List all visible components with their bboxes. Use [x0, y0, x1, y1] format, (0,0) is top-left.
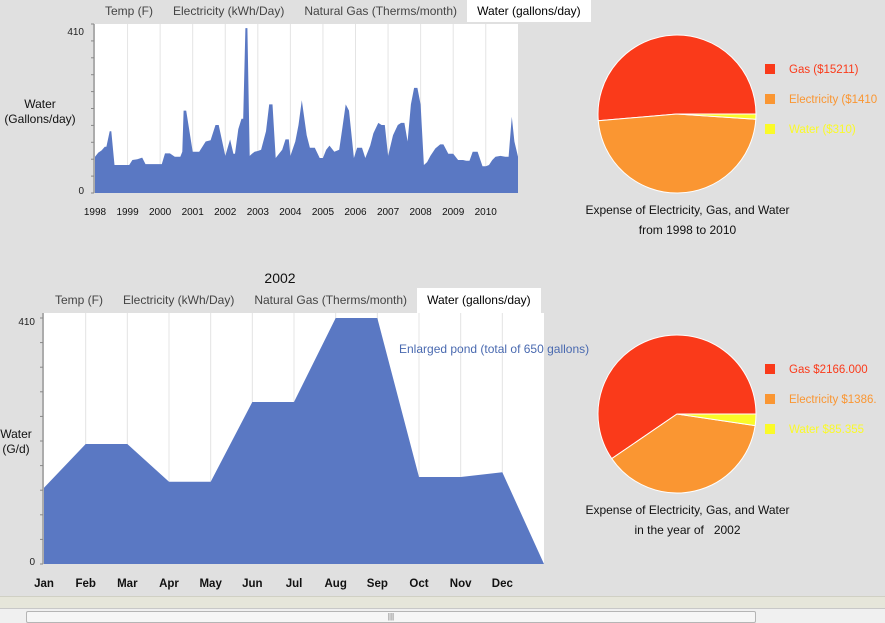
y-tick-label-max: 410 — [18, 317, 35, 328]
x-tick-label: 2003 — [247, 207, 270, 218]
x-tick-label: 2002 — [214, 207, 237, 218]
gas-swatch — [765, 64, 775, 74]
pie-slice-water — [676, 113, 757, 120]
x-tick-label: 2007 — [377, 207, 400, 218]
pie-slice-electricity — [597, 113, 757, 194]
x-tick-label: Nov — [450, 578, 472, 590]
x-tick-label: Apr — [159, 578, 179, 590]
bottom-tab-bar: Temp (F) Electricity (kWh/Day) Natural G… — [45, 288, 541, 313]
y-tick-label-max: 410 — [67, 27, 84, 38]
top-legend-electricity-label: Electricity ($1410 — [789, 94, 878, 106]
bottom-area-chart: 410 0 Jan Feb Mar Apr May Jun Jul Aug Sep Oct Nov Dec — [18, 313, 544, 590]
bottom-legend-gas: Gas $2166.000 — [765, 362, 885, 378]
top-tab-bar: Temp (F) Electricity (kWh/Day) Natural G… — [95, 0, 591, 22]
chart-annotation: Enlarged pond (total of 650 gallons) — [399, 342, 590, 356]
tab-temp[interactable]: Temp (F) — [55, 293, 103, 307]
x-tick-label: 2008 — [410, 207, 433, 218]
top-chart-ylabel: Water (Gallons/day) — [0, 97, 80, 127]
x-tick-label: Aug — [324, 578, 346, 590]
top-pie-legend: Gas ($15211) Electricity ($1410 Water ($… — [765, 62, 885, 142]
x-tick-label: Jul — [286, 578, 303, 590]
horizontal-scrollbar[interactable]: ||| — [0, 608, 885, 623]
tab-natural-gas[interactable]: Natural Gas (Therms/month) — [254, 293, 408, 307]
bottom-chart-title: 2002 — [264, 270, 296, 286]
pie-slice-gas — [597, 334, 757, 460]
bottom-legend-water-label: Water $85.355 — [789, 424, 865, 436]
status-bar — [0, 596, 885, 609]
water-swatch — [765, 424, 775, 434]
y-tick-label-min: 0 — [78, 186, 84, 197]
x-tick-label: 2006 — [344, 207, 367, 218]
x-tick-label: 2005 — [312, 207, 335, 218]
x-tick-label: 2009 — [442, 207, 465, 218]
bottom-chart-ylabel: Water (G/d) — [0, 427, 32, 457]
top-pie-caption-line2: from 1998 to 2010 — [638, 223, 737, 237]
x-tick-label: Sep — [367, 578, 388, 590]
tab-water[interactable]: Water (gallons/day) — [467, 0, 591, 22]
x-tick-label: May — [199, 578, 222, 590]
bottom-pie-caption: Expense of Electricity, Gas, and Water i… — [560, 500, 815, 540]
bottom-legend-electricity-label: Electricity $1386. — [789, 394, 877, 406]
scrollbar-grip-icon: ||| — [387, 612, 395, 621]
top-pie-caption-line1: Expense of Electricity, Gas, and Water — [585, 203, 790, 217]
pie-slice-water — [676, 413, 757, 427]
bottom-ylabel-line2: (G/d) — [2, 442, 30, 456]
x-tick-label: 2004 — [279, 207, 302, 218]
y-tick-label-min: 0 — [29, 557, 35, 568]
x-tick-label: Oct — [409, 578, 428, 590]
tab-natural-gas[interactable]: Natural Gas (Therms/month) — [304, 4, 458, 18]
pie-slice-gas — [597, 34, 757, 122]
x-tick-label: 1999 — [116, 207, 139, 218]
top-legend-gas: Gas ($15211) — [765, 62, 885, 78]
top-pie-caption: Expense of Electricity, Gas, and Water f… — [560, 200, 815, 240]
x-tick-label: Jun — [242, 578, 262, 590]
bottom-pie-caption-line2: in the year of 2002 — [634, 523, 741, 537]
tab-electricity[interactable]: Electricity (kWh/Day) — [173, 4, 285, 18]
x-tick-label: Dec — [492, 578, 514, 590]
top-pie-chart — [597, 34, 757, 194]
water-area-series — [95, 28, 518, 193]
gas-swatch — [765, 364, 775, 374]
top-legend-water-label: Water ($310) — [789, 124, 856, 136]
x-tick-label: Jan — [34, 578, 54, 590]
bottom-legend-water: Water $85.355 — [765, 422, 885, 438]
x-tick-label: 2000 — [149, 207, 172, 218]
x-tick-label: 1998 — [84, 207, 107, 218]
bottom-pie-caption-line1: Expense of Electricity, Gas, and Water — [585, 503, 790, 517]
top-legend-electricity: Electricity ($1410 — [765, 92, 885, 108]
water-area-series — [44, 318, 544, 564]
water-swatch — [765, 124, 775, 134]
bottom-pie-legend: Gas $2166.000 Electricity $1386. Water $… — [765, 362, 885, 442]
pie-slice-electricity — [611, 413, 756, 494]
bottom-legend-electricity: Electricity $1386. — [765, 392, 885, 408]
top-legend-water: Water ($310) — [765, 122, 885, 138]
x-tick-label: 2010 — [475, 207, 498, 218]
top-legend-gas-label: Gas ($15211) — [789, 64, 859, 76]
top-ylabel-line1: Water — [24, 97, 56, 111]
x-tick-label: 2001 — [182, 207, 205, 218]
tab-electricity[interactable]: Electricity (kWh/Day) — [123, 293, 235, 307]
x-tick-label: Feb — [75, 578, 95, 590]
electricity-swatch — [765, 394, 775, 404]
bottom-pie-chart — [597, 334, 757, 494]
electricity-swatch — [765, 94, 775, 104]
top-ylabel-line2: (Gallons/day) — [4, 112, 76, 126]
scrollbar-thumb[interactable]: ||| — [26, 611, 756, 623]
bottom-legend-gas-label: Gas $2166.000 — [789, 364, 868, 376]
x-tick-label: Mar — [117, 578, 138, 590]
bottom-ylabel-line1: Water — [0, 427, 32, 441]
tab-temp[interactable]: Temp (F) — [105, 4, 153, 18]
tab-water[interactable]: Water (gallons/day) — [417, 288, 541, 313]
